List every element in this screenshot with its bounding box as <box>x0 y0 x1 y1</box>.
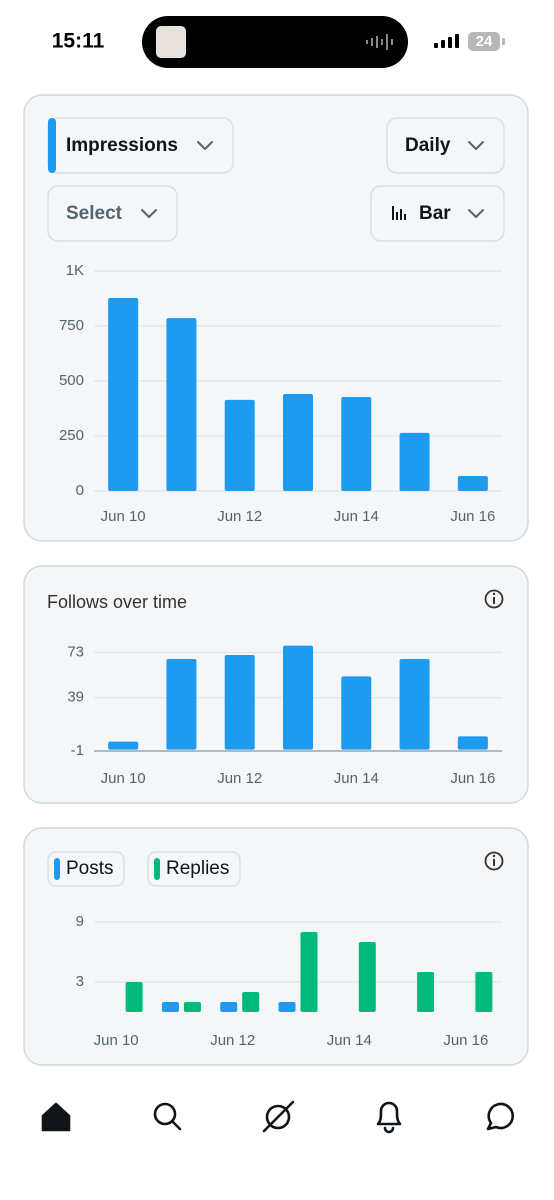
bar <box>125 982 143 1012</box>
bar <box>278 1002 296 1012</box>
bar <box>161 1002 179 1012</box>
metric-label: Impressions <box>66 135 178 156</box>
bar <box>457 736 488 750</box>
battery-level: 24 <box>476 33 493 50</box>
x-tick-label: Jun 12 <box>217 770 262 787</box>
x-tick-label: Jun 16 <box>450 770 495 787</box>
bar <box>108 298 139 491</box>
bar <box>341 676 372 750</box>
bar <box>166 659 197 750</box>
bar <box>283 645 313 750</box>
legend-swatch <box>54 858 60 880</box>
bar <box>341 397 372 491</box>
bar <box>283 393 313 491</box>
x-tick-label: Jun 14 <box>327 1032 372 1049</box>
bar <box>300 932 318 1012</box>
home-icon[interactable] <box>41 1102 71 1132</box>
info-icon[interactable] <box>484 589 504 609</box>
bar <box>399 432 430 491</box>
chart-kind-label: Bar <box>419 203 451 224</box>
card <box>23 827 529 1066</box>
dynamic-island <box>142 16 408 68</box>
y-tick-label: 3 <box>76 973 84 990</box>
metric-dropdown[interactable]: Impressions <box>47 117 234 174</box>
clock: 15:11 <box>52 30 105 53</box>
bar <box>475 972 493 1012</box>
x-tick-label: Jun 12 <box>210 1032 255 1049</box>
y-tick-label: 250 <box>59 427 84 444</box>
x-tick-label: Jun 14 <box>334 770 379 787</box>
search-icon[interactable] <box>153 1102 182 1131</box>
bar <box>220 1002 238 1012</box>
y-tick-label: 750 <box>59 317 84 334</box>
legend-item[interactable] <box>147 851 241 887</box>
legend-item[interactable] <box>47 851 125 887</box>
y-tick-label: 39 <box>67 689 84 706</box>
bar <box>108 741 139 750</box>
y-tick-label: 500 <box>59 372 84 389</box>
grok-icon[interactable] <box>262 1100 295 1133</box>
y-tick-label: 1K <box>66 262 84 279</box>
bar <box>224 399 255 491</box>
bar <box>457 476 488 491</box>
legend-swatch <box>154 858 160 880</box>
signal <box>434 34 459 48</box>
x-tick-label: Jun 16 <box>443 1032 488 1049</box>
legend-label: Replies <box>166 858 229 879</box>
x-tick-label: Jun 10 <box>101 508 146 525</box>
x-tick-label: Jun 10 <box>101 770 146 787</box>
x-tick-label: Jun 14 <box>334 508 379 525</box>
y-tick-label: -1 <box>71 742 84 759</box>
chart-kind-dropdown[interactable]: Bar <box>370 185 505 242</box>
battery-tip <box>502 38 505 45</box>
notifications-icon[interactable] <box>376 1101 402 1134</box>
y-tick-label: 73 <box>67 643 84 660</box>
period-label: Daily <box>405 135 451 156</box>
bar <box>399 659 430 750</box>
info-icon[interactable] <box>484 851 504 871</box>
bar <box>183 1002 201 1012</box>
battery <box>468 32 500 51</box>
bar <box>224 655 255 750</box>
bar <box>417 972 435 1012</box>
bar <box>166 318 197 491</box>
compare-label: Select <box>66 203 123 224</box>
bar <box>242 992 260 1012</box>
x-tick-label: Jun 10 <box>94 1032 139 1049</box>
chart-title: Follows over time <box>47 592 187 612</box>
bar <box>358 942 376 1012</box>
audio-wave <box>366 34 393 50</box>
x-tick-label: Jun 12 <box>217 508 262 525</box>
y-tick-label: 9 <box>76 913 84 930</box>
compare-dropdown[interactable]: Select <box>47 185 178 242</box>
y-tick-label: 0 <box>76 482 84 499</box>
legend-label: Posts <box>66 858 114 879</box>
album-art <box>156 26 186 58</box>
messages-icon[interactable] <box>486 1102 514 1131</box>
period-dropdown[interactable]: Daily <box>386 117 505 174</box>
x-tick-label: Jun 16 <box>450 508 495 525</box>
